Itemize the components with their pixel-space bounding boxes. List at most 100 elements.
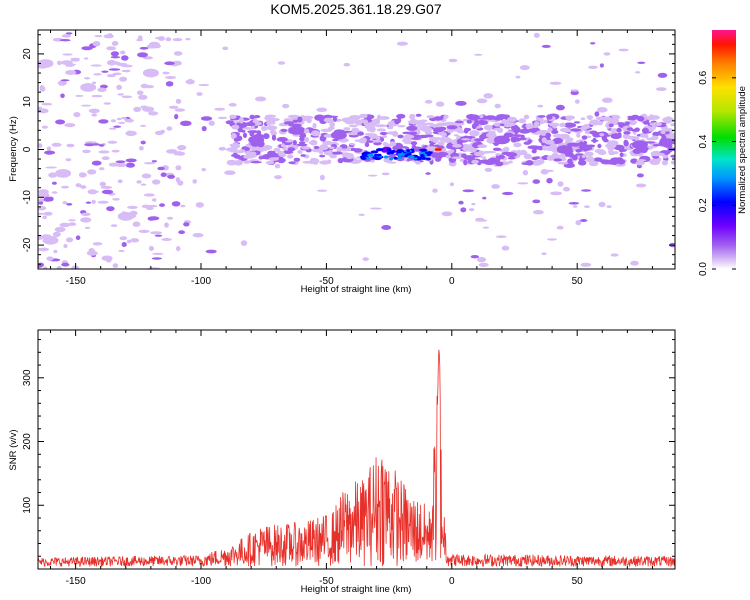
heatmap-cell [396, 41, 408, 46]
heatmap-cell [61, 262, 70, 267]
heatmap-cell [402, 131, 413, 135]
heatmap-cell [100, 84, 108, 89]
heatmap-cell [262, 145, 273, 150]
heatmap-cell [59, 39, 71, 42]
heatmap-cell [359, 137, 368, 143]
heatmap-cell [42, 235, 59, 245]
heatmap-cell [508, 160, 513, 164]
heatmap-cell [553, 158, 562, 162]
heatmap-y-ticks: -20 -10 0 10 20 [22, 34, 675, 265]
heatmap-cell [520, 134, 525, 139]
heatmap-cell [316, 107, 328, 113]
heatmap-cell [45, 166, 57, 169]
heatmap-cell [542, 145, 548, 151]
heatmap-cell [46, 256, 54, 261]
heatmap-cell [469, 146, 477, 153]
heatmap-cell [495, 235, 507, 238]
heatmap-cell [510, 137, 522, 142]
heatmap-cell [116, 117, 122, 121]
heatmap-cell [656, 152, 666, 156]
heatmap-cell [415, 113, 422, 117]
heatmap-cell [298, 141, 306, 145]
heatmap-cell [46, 146, 52, 152]
heatmap-cell [397, 125, 406, 128]
heatmap-cell [140, 140, 146, 145]
heatmap-cell [258, 156, 267, 160]
heatmap-cell [38, 247, 50, 252]
heatmap-cell [643, 120, 650, 125]
heatmap-cell [670, 123, 675, 127]
heatmap-cell [86, 250, 98, 256]
heatmap-cell [240, 240, 248, 246]
heatmap-cell [495, 161, 504, 167]
heatmap-cell [56, 265, 62, 269]
heatmap-cell [296, 143, 308, 147]
heatmap-cell [568, 202, 580, 205]
heatmap-cell [623, 147, 628, 150]
heatmap-cell [606, 205, 612, 209]
heatmap-cell [280, 128, 288, 132]
heatmap-cell [299, 137, 306, 142]
heatmap-cell [38, 262, 44, 268]
heatmap-cell [463, 159, 468, 166]
heatmap-cell [322, 114, 333, 119]
heatmap-cell [372, 118, 381, 125]
heatmap-cell [520, 119, 526, 123]
heatmap-x-tick-label: -50 [319, 276, 334, 287]
heatmap-cell [115, 62, 128, 66]
heatmap-cell [310, 157, 318, 161]
colorbar-gradient [712, 30, 736, 269]
heatmap-cell [426, 153, 431, 156]
heatmap-cell [540, 169, 549, 175]
heatmap-cell [70, 58, 80, 62]
heatmap-cell [502, 191, 514, 196]
heatmap-cell [218, 146, 227, 151]
heatmap-cell [483, 124, 493, 131]
heatmap-cell [115, 160, 126, 164]
heatmap-cell [93, 73, 102, 76]
heatmap-cell [121, 69, 131, 73]
heatmap-cell [166, 149, 178, 154]
heatmap-cell [101, 70, 109, 73]
heatmap-cell [126, 130, 132, 136]
heatmap-cell [491, 184, 500, 189]
heatmap-cell [581, 135, 588, 140]
heatmap-cell [314, 114, 325, 121]
heatmap-cell [57, 60, 62, 66]
heatmap-cell [599, 63, 604, 68]
heatmap-cell [478, 114, 484, 119]
heatmap-cell [461, 145, 470, 152]
heatmap-cell [504, 122, 511, 128]
heatmap-cell [125, 158, 137, 163]
heatmap-cell [387, 121, 395, 127]
heatmap-cell [406, 149, 411, 153]
heatmap-cell [42, 215, 47, 220]
colorbar-tick-label: 0.6 [698, 70, 709, 84]
heatmap-cell [559, 127, 571, 133]
heatmap-cell [332, 116, 337, 122]
heatmap-cell [661, 160, 669, 166]
heatmap-cell [92, 41, 101, 47]
heatmap-cell [230, 154, 241, 158]
heatmap-cell [535, 159, 545, 164]
heatmap-cell [84, 57, 89, 60]
heatmap-cell [550, 191, 563, 196]
heatmap-cell [98, 150, 110, 154]
heatmap-cell [277, 61, 286, 65]
heatmap-cell [546, 155, 555, 161]
heatmap-cell [563, 163, 575, 168]
heatmap-cell [238, 121, 248, 128]
heatmap-cell [369, 133, 378, 140]
heatmap-cell [552, 124, 557, 129]
heatmap-cell [420, 155, 425, 159]
colorbar-tick-label: 0.2 [698, 198, 709, 212]
heatmap-cell [546, 177, 553, 184]
heatmap-cell [247, 151, 257, 156]
heatmap-cell [426, 115, 435, 119]
heatmap-cell [486, 137, 496, 144]
heatmap-cell [127, 205, 138, 209]
heatmap-cell [312, 122, 317, 129]
heatmap-cell [263, 127, 276, 130]
heatmap-cell [75, 183, 82, 188]
